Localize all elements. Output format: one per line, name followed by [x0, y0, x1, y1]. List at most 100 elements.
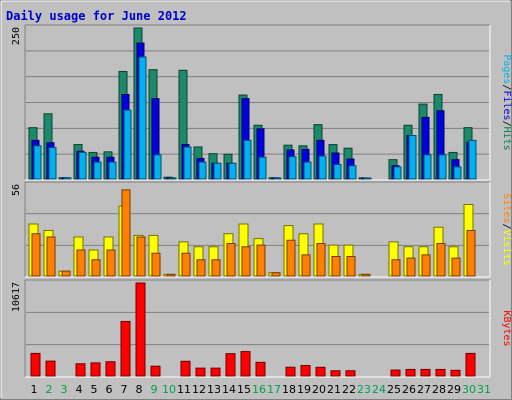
bar-sites-day-19	[301, 254, 311, 277]
axis-label-part: /	[501, 223, 512, 229]
bar-pages-day-3	[63, 177, 72, 180]
bar-kbytes-day-14	[225, 353, 236, 377]
day-label-24: 24	[372, 383, 386, 396]
bar-pages-day-7	[123, 109, 132, 180]
day-label-9: 9	[151, 383, 158, 396]
bar-sites-day-20	[316, 243, 326, 277]
bar-kbytes-day-4	[75, 363, 86, 377]
day-labels: 1 2 3 4 5 6 7 8 9 10 11 12 13 14 15 16 17 18 19 20 21 22 23 24 2…	[31, 383, 492, 396]
day-label-26: 26	[402, 383, 416, 396]
day-label-11: 11	[177, 383, 191, 396]
bar-sites-day-25	[391, 259, 401, 277]
bar-sites-day-28	[436, 243, 446, 277]
bar-sites-day-23	[361, 273, 371, 277]
day-label-14: 14	[222, 383, 236, 396]
bar-sites-day-27	[421, 254, 431, 277]
day-label-15: 15	[237, 383, 251, 396]
bar-kbytes-day-22	[345, 370, 356, 377]
bar-sites-day-6	[106, 249, 116, 277]
bar-pages-day-6	[108, 161, 117, 180]
day-label-18: 18	[282, 383, 296, 396]
day-label-13: 13	[207, 383, 221, 396]
bar-kbytes-day-6	[105, 361, 116, 377]
day-label-5: 5	[91, 383, 98, 396]
day-label-6: 6	[106, 383, 113, 396]
bar-pages-day-5	[93, 161, 102, 180]
bar-sites-day-14	[226, 243, 236, 277]
chart-panels: 250Pages/Files/Hits56Sites/Visits10617KB…	[11, 24, 512, 378]
bar-sites-day-21	[331, 256, 341, 277]
axis-label-visitors: Sites/Visits	[501, 193, 512, 265]
day-label-7: 7	[121, 383, 128, 396]
bar-pages-day-9	[153, 154, 162, 180]
bar-kbytes-day-12	[195, 367, 206, 377]
day-label-19: 19	[297, 383, 311, 396]
bar-pages-day-1	[33, 145, 42, 180]
bar-kbytes-day-20	[315, 366, 326, 377]
bar-pages-day-2	[48, 147, 57, 180]
bar-sites-day-12	[196, 259, 206, 277]
bar-pages-day-22	[348, 165, 357, 180]
panel-visitors: 56 Sites/Visits	[11, 181, 512, 278]
bar-pages-day-4	[78, 151, 87, 180]
day-label-2: 2	[46, 383, 53, 396]
bar-pages-day-25	[393, 166, 402, 180]
axis-label-part: Files	[501, 90, 512, 120]
bar-sites-day-30	[466, 230, 476, 277]
bar-sites-day-5	[91, 259, 101, 277]
axis-label-part: Hits	[501, 127, 512, 151]
bar-kbytes-day-7	[120, 320, 131, 377]
day-label-21: 21	[327, 383, 341, 396]
y-max-label: 250	[11, 27, 22, 45]
bar-kbytes-day-5	[90, 362, 101, 377]
day-label-30: 30	[462, 383, 476, 396]
bar-sites-day-16	[256, 244, 266, 277]
bar-kbytes-day-16	[255, 361, 266, 377]
bar-pages-day-11	[183, 146, 192, 180]
bar-pages-day-27	[423, 154, 432, 180]
bar-pages-day-12	[198, 161, 207, 180]
bar-sites-day-4	[76, 249, 86, 277]
bar-pages-day-16	[258, 156, 267, 180]
bar-kbytes-day-15	[240, 351, 251, 377]
bar-sites-day-2	[46, 236, 56, 277]
chart-title: Daily usage for June 2012	[6, 9, 187, 23]
day-label-12: 12	[192, 383, 206, 396]
bar-pages-day-21	[333, 164, 342, 180]
panel-traffic: 10617 KBytes	[11, 279, 512, 378]
axis-label-part: /	[501, 84, 512, 90]
axis-label-part: Pages	[501, 54, 512, 84]
bar-sites-day-26	[406, 257, 416, 277]
bar-pages-day-17	[273, 177, 282, 180]
bar-kbytes-day-8	[135, 282, 146, 377]
bar-pages-day-14	[228, 162, 237, 180]
axis-label-requests: Pages/Files/Hits	[501, 54, 512, 150]
bar-kbytes-day-9	[150, 365, 161, 377]
y-max-label: 56	[11, 184, 22, 196]
bar-sites-day-15	[241, 246, 251, 277]
bar-kbytes-day-18	[285, 366, 296, 377]
bar-sites-day-10	[166, 273, 176, 277]
bar-pages-day-18	[288, 156, 297, 180]
day-label-27: 27	[417, 383, 431, 396]
bar-sites-day-18	[286, 239, 296, 277]
axis-label-part: Sites	[501, 193, 512, 223]
bar-kbytes-day-26	[405, 368, 416, 377]
day-label-4: 4	[76, 383, 83, 396]
bar-pages-day-19	[303, 161, 312, 180]
bar-pages-day-30	[468, 139, 477, 180]
day-label-3: 3	[61, 383, 68, 396]
bar-sites-day-29	[451, 257, 461, 277]
bar-kbytes-day-1	[30, 352, 41, 377]
bar-sites-day-11	[181, 252, 191, 277]
day-label-29: 29	[447, 383, 461, 396]
bar-pages-day-20	[318, 155, 327, 180]
bar-kbytes-day-2	[45, 360, 56, 377]
bar-pages-day-28	[438, 154, 447, 180]
day-label-25: 25	[387, 383, 401, 396]
axis-label-traffic: KBytes	[501, 310, 512, 346]
bar-kbytes-day-19	[300, 364, 311, 377]
